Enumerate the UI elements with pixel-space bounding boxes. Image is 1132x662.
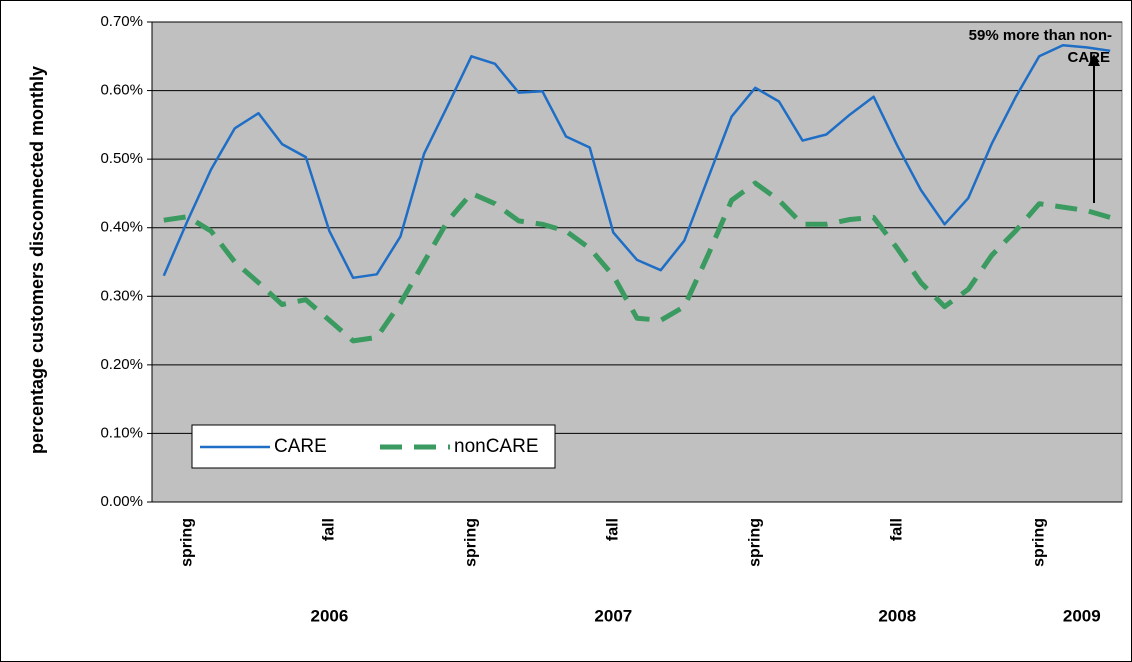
- annotation: 59% more than non-: [969, 27, 1112, 44]
- x-tick-label: fall: [605, 518, 622, 541]
- x-group-label: 2007: [594, 606, 632, 625]
- x-tick-label: spring: [1030, 518, 1047, 567]
- y-tick-label: 0.50%: [100, 150, 143, 167]
- x-group-label: 2009: [1063, 606, 1101, 625]
- plot-area: [151, 21, 1123, 503]
- x-tick-label: spring: [463, 518, 480, 567]
- y-tick-label: 0.40%: [100, 219, 143, 236]
- x-tick-label: spring: [747, 518, 764, 567]
- legend-label: CARE: [274, 436, 327, 457]
- series-line: [162, 44, 1111, 280]
- x-tick-label: fall: [321, 518, 338, 541]
- x-group-label: 2008: [878, 606, 916, 625]
- y-tick-label: 0.20%: [100, 356, 143, 373]
- x-tick-label: fall: [888, 518, 905, 541]
- y-axis-title: percentage customers disconnected monthl…: [27, 66, 47, 454]
- y-tick-label: 0.60%: [100, 82, 143, 99]
- x-group-label: 2006: [311, 606, 349, 625]
- annotation-arrowhead: [1088, 54, 1100, 66]
- y-tick-label: 0.70%: [100, 13, 143, 30]
- legend-label: nonCARE: [454, 436, 539, 457]
- y-tick-label: 0.30%: [100, 287, 143, 304]
- y-tick-label: 0.00%: [100, 493, 143, 510]
- annotation: CARE: [1067, 49, 1110, 66]
- series-line: [163, 180, 1111, 344]
- x-tick-label: spring: [179, 518, 196, 567]
- y-tick-label: 0.10%: [100, 424, 143, 441]
